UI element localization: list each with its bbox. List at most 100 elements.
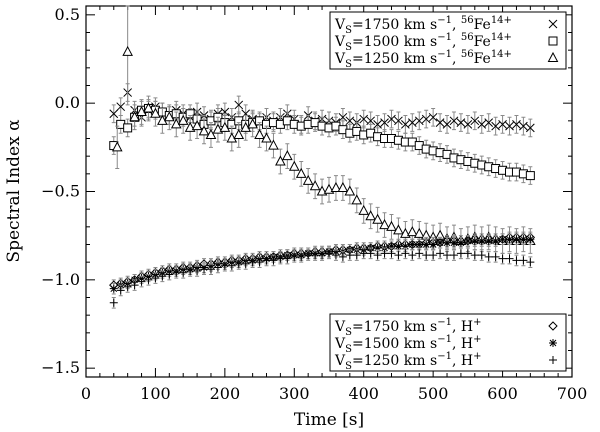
asterisk-marker: [408, 240, 417, 249]
legend-vs: V: [334, 319, 346, 335]
legend-charge: 14+: [491, 32, 512, 43]
series-h_1250: [109, 247, 535, 309]
asterisk-marker: [422, 240, 431, 249]
plus-marker: [144, 275, 153, 284]
x-tick-label: 200: [210, 384, 241, 403]
plus-marker: [206, 265, 215, 274]
plus-marker: [276, 254, 285, 263]
triangle-marker: [302, 174, 314, 185]
triangle-marker: [198, 125, 210, 136]
legend-charge: 14+: [491, 49, 512, 60]
triangle-marker: [111, 141, 123, 152]
triangle-marker: [129, 111, 140, 122]
plus-marker: [290, 252, 299, 261]
plus-marker: [325, 249, 333, 258]
asterisk-marker: [387, 242, 396, 251]
triangle-marker: [288, 160, 300, 171]
plus-marker: [345, 251, 354, 260]
legend-ion: H: [461, 353, 473, 369]
plus-marker: [359, 249, 368, 258]
x-marker: [470, 116, 480, 126]
plus-marker: [227, 261, 236, 270]
triangle-marker: [157, 114, 168, 125]
plus-marker: [470, 251, 479, 260]
legend-charge: +: [473, 351, 481, 362]
plus-marker: [415, 249, 424, 258]
y-tick-label: −1.5: [41, 358, 80, 377]
legend-vs: V: [334, 336, 346, 352]
plus-marker: [241, 259, 250, 268]
legend-ion: H: [461, 319, 473, 335]
legend-asterisk-marker: [549, 339, 557, 347]
legend-ion: H: [461, 336, 473, 352]
x-marker: [421, 114, 431, 124]
plus-marker: [158, 272, 167, 281]
y-tick-label: −0.5: [41, 182, 80, 201]
legend-square-marker: [548, 36, 558, 46]
triangle-marker: [413, 227, 425, 238]
plus-marker: [366, 249, 375, 258]
triangle-marker: [406, 226, 418, 237]
triangle-marker: [226, 132, 238, 143]
asterisk-marker: [429, 240, 438, 249]
triangle-marker: [330, 181, 342, 192]
asterisk-marker: [436, 238, 445, 247]
plus-marker: [380, 249, 389, 258]
triangle-marker: [150, 107, 161, 118]
square-marker: [525, 171, 535, 181]
plus-marker: [234, 259, 243, 268]
plus-marker: [505, 254, 514, 263]
triangle-marker: [136, 105, 147, 116]
plus-marker: [220, 261, 229, 270]
plus-marker: [519, 256, 528, 265]
x-marker: [435, 118, 445, 127]
legend-entry-text: VS=1250 km s−1, 56Fe14+: [334, 49, 512, 70]
plus-marker: [394, 251, 403, 260]
triangle-marker: [143, 102, 154, 113]
asterisk-marker: [415, 240, 424, 249]
legend-text: =1750 km s: [352, 319, 437, 335]
plus-marker: [297, 252, 306, 261]
plus-marker: [429, 251, 438, 260]
plus-marker: [213, 263, 222, 272]
legend-plus-marker: [549, 356, 557, 364]
triangle-marker: [219, 121, 231, 132]
legend-sep: ,: [452, 319, 461, 335]
square-marker: [123, 123, 133, 133]
legend-iso: 56: [461, 32, 474, 43]
legend-sub: S: [345, 361, 352, 372]
plus-marker: [200, 265, 209, 274]
triangle-marker: [268, 139, 279, 150]
asterisk-marker: [512, 235, 521, 244]
triangle-marker: [122, 45, 133, 56]
y-tick-label: −1.0: [41, 270, 80, 289]
y-tick-label: 0.0: [55, 93, 80, 112]
legend-sep: ,: [452, 336, 461, 352]
triangle-marker: [379, 218, 390, 230]
x-marker: [428, 112, 438, 122]
legend-sub: S: [345, 42, 352, 53]
plus-marker: [179, 268, 188, 277]
legend-sep: ,: [452, 51, 461, 67]
triangle-marker: [247, 118, 258, 129]
legend-box: [329, 313, 567, 372]
legend-exp: −1: [437, 317, 452, 328]
legend-vs: V: [334, 17, 346, 33]
data-series-group: [109, 5, 536, 309]
legend-exp: −1: [437, 334, 452, 345]
asterisk-marker: [394, 242, 403, 251]
asterisk-marker: [373, 244, 382, 253]
x-marker: [519, 121, 528, 131]
legend-text: =1500 km s: [352, 34, 437, 50]
legend-text: =1750 km s: [352, 17, 437, 33]
asterisk-marker: [505, 235, 514, 244]
triangle-marker: [163, 111, 175, 122]
legend-sep: ,: [452, 34, 461, 50]
plus-marker: [401, 249, 410, 258]
legend-ion: Fe: [474, 17, 491, 33]
triangle-marker: [282, 150, 293, 161]
legend-ion: Fe: [474, 51, 491, 67]
x-marker: [484, 118, 494, 127]
plus-marker: [491, 252, 500, 261]
x-marker: [491, 121, 500, 131]
